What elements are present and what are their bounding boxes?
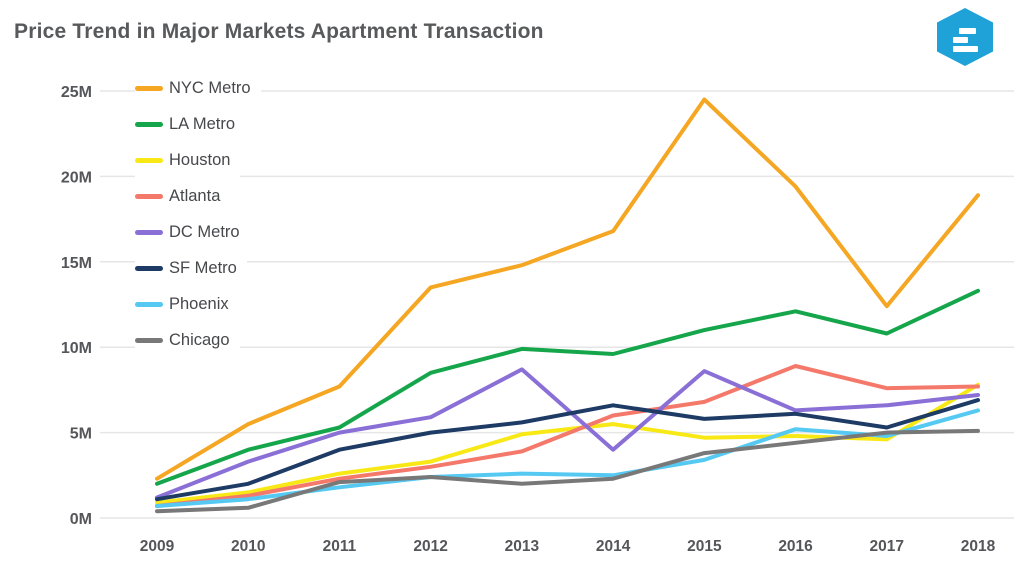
x-tick-2013: 2013 xyxy=(505,538,540,555)
legend-label-atlanta: Atlanta xyxy=(169,186,221,205)
legend-label-phoenix: Phoenix xyxy=(169,294,229,313)
x-tick-2012: 2012 xyxy=(413,538,447,555)
gridlines xyxy=(100,90,1014,519)
x-tick-2014: 2014 xyxy=(596,538,631,555)
series-line-nyc-metro xyxy=(155,97,980,481)
legend-label-houston: Houston xyxy=(169,150,231,169)
legend-label-dc-metro: DC Metro xyxy=(169,222,240,241)
series-line-la-metro xyxy=(155,288,980,486)
x-tick-2011: 2011 xyxy=(323,538,357,555)
y-tick-0M: 0M xyxy=(70,511,92,528)
legend-item-sf-metro: SF Metro xyxy=(135,250,247,286)
x-tick-2018: 2018 xyxy=(961,538,996,555)
series-line-atlanta xyxy=(155,364,980,508)
y-axis-labels: 0M 5M 10M 15M 20M 25M xyxy=(61,84,92,528)
legend-swatch-houston xyxy=(135,157,163,163)
legend-label-nyc-metro: NYC Metro xyxy=(169,78,251,97)
legend-swatch-sf-metro xyxy=(135,265,163,271)
x-axis-labels: 2009 2010 2011 2012 2013 2014 2015 2016 2017 2018 xyxy=(140,538,996,555)
x-tick-2016: 2016 xyxy=(778,538,813,555)
y-tick-10M: 10M xyxy=(61,340,92,357)
y-tick-25M: 25M xyxy=(61,84,92,101)
logo-bar xyxy=(953,46,978,52)
y-tick-20M: 20M xyxy=(61,169,92,186)
x-tick-2009: 2009 xyxy=(140,538,175,555)
legend-item-phoenix: Phoenix xyxy=(135,286,239,322)
y-tick-5M: 5M xyxy=(70,426,92,443)
x-tick-2017: 2017 xyxy=(870,538,904,555)
logo-bar xyxy=(959,28,976,34)
series-line-sf-metro xyxy=(155,398,980,502)
legend-swatch-atlanta xyxy=(135,193,163,199)
legend-label-la-metro: LA Metro xyxy=(169,114,236,133)
series-line-chicago xyxy=(155,428,980,514)
legend-item-chicago: Chicago xyxy=(135,322,240,358)
page-title: Price Trend in Major Markets Apartment T… xyxy=(14,20,544,43)
legend-item-la-metro: LA Metro xyxy=(135,106,246,142)
series-line-dc-metro xyxy=(155,367,980,500)
x-tick-2010: 2010 xyxy=(231,538,265,555)
legend-swatch-chicago xyxy=(135,337,163,343)
legend: NYC Metro LA Metro Houston Atlanta DC Metro S… xyxy=(135,70,261,358)
x-tick-2015: 2015 xyxy=(687,538,722,555)
legend-item-atlanta: Atlanta xyxy=(135,178,231,214)
legend-swatch-dc-metro xyxy=(135,229,163,235)
legend-item-dc-metro: DC Metro xyxy=(135,214,250,250)
legend-item-nyc-metro: NYC Metro xyxy=(135,70,261,106)
y-tick-15M: 15M xyxy=(61,255,92,272)
legend-label-sf-metro: SF Metro xyxy=(169,258,237,277)
legend-swatch-la-metro xyxy=(135,121,163,127)
logo-bar xyxy=(953,37,968,43)
legend-item-houston: Houston xyxy=(135,142,241,178)
legend-swatch-phoenix xyxy=(135,301,163,307)
legend-label-chicago: Chicago xyxy=(169,330,230,349)
series-lines xyxy=(155,97,980,514)
legend-swatch-nyc-metro xyxy=(135,85,163,91)
